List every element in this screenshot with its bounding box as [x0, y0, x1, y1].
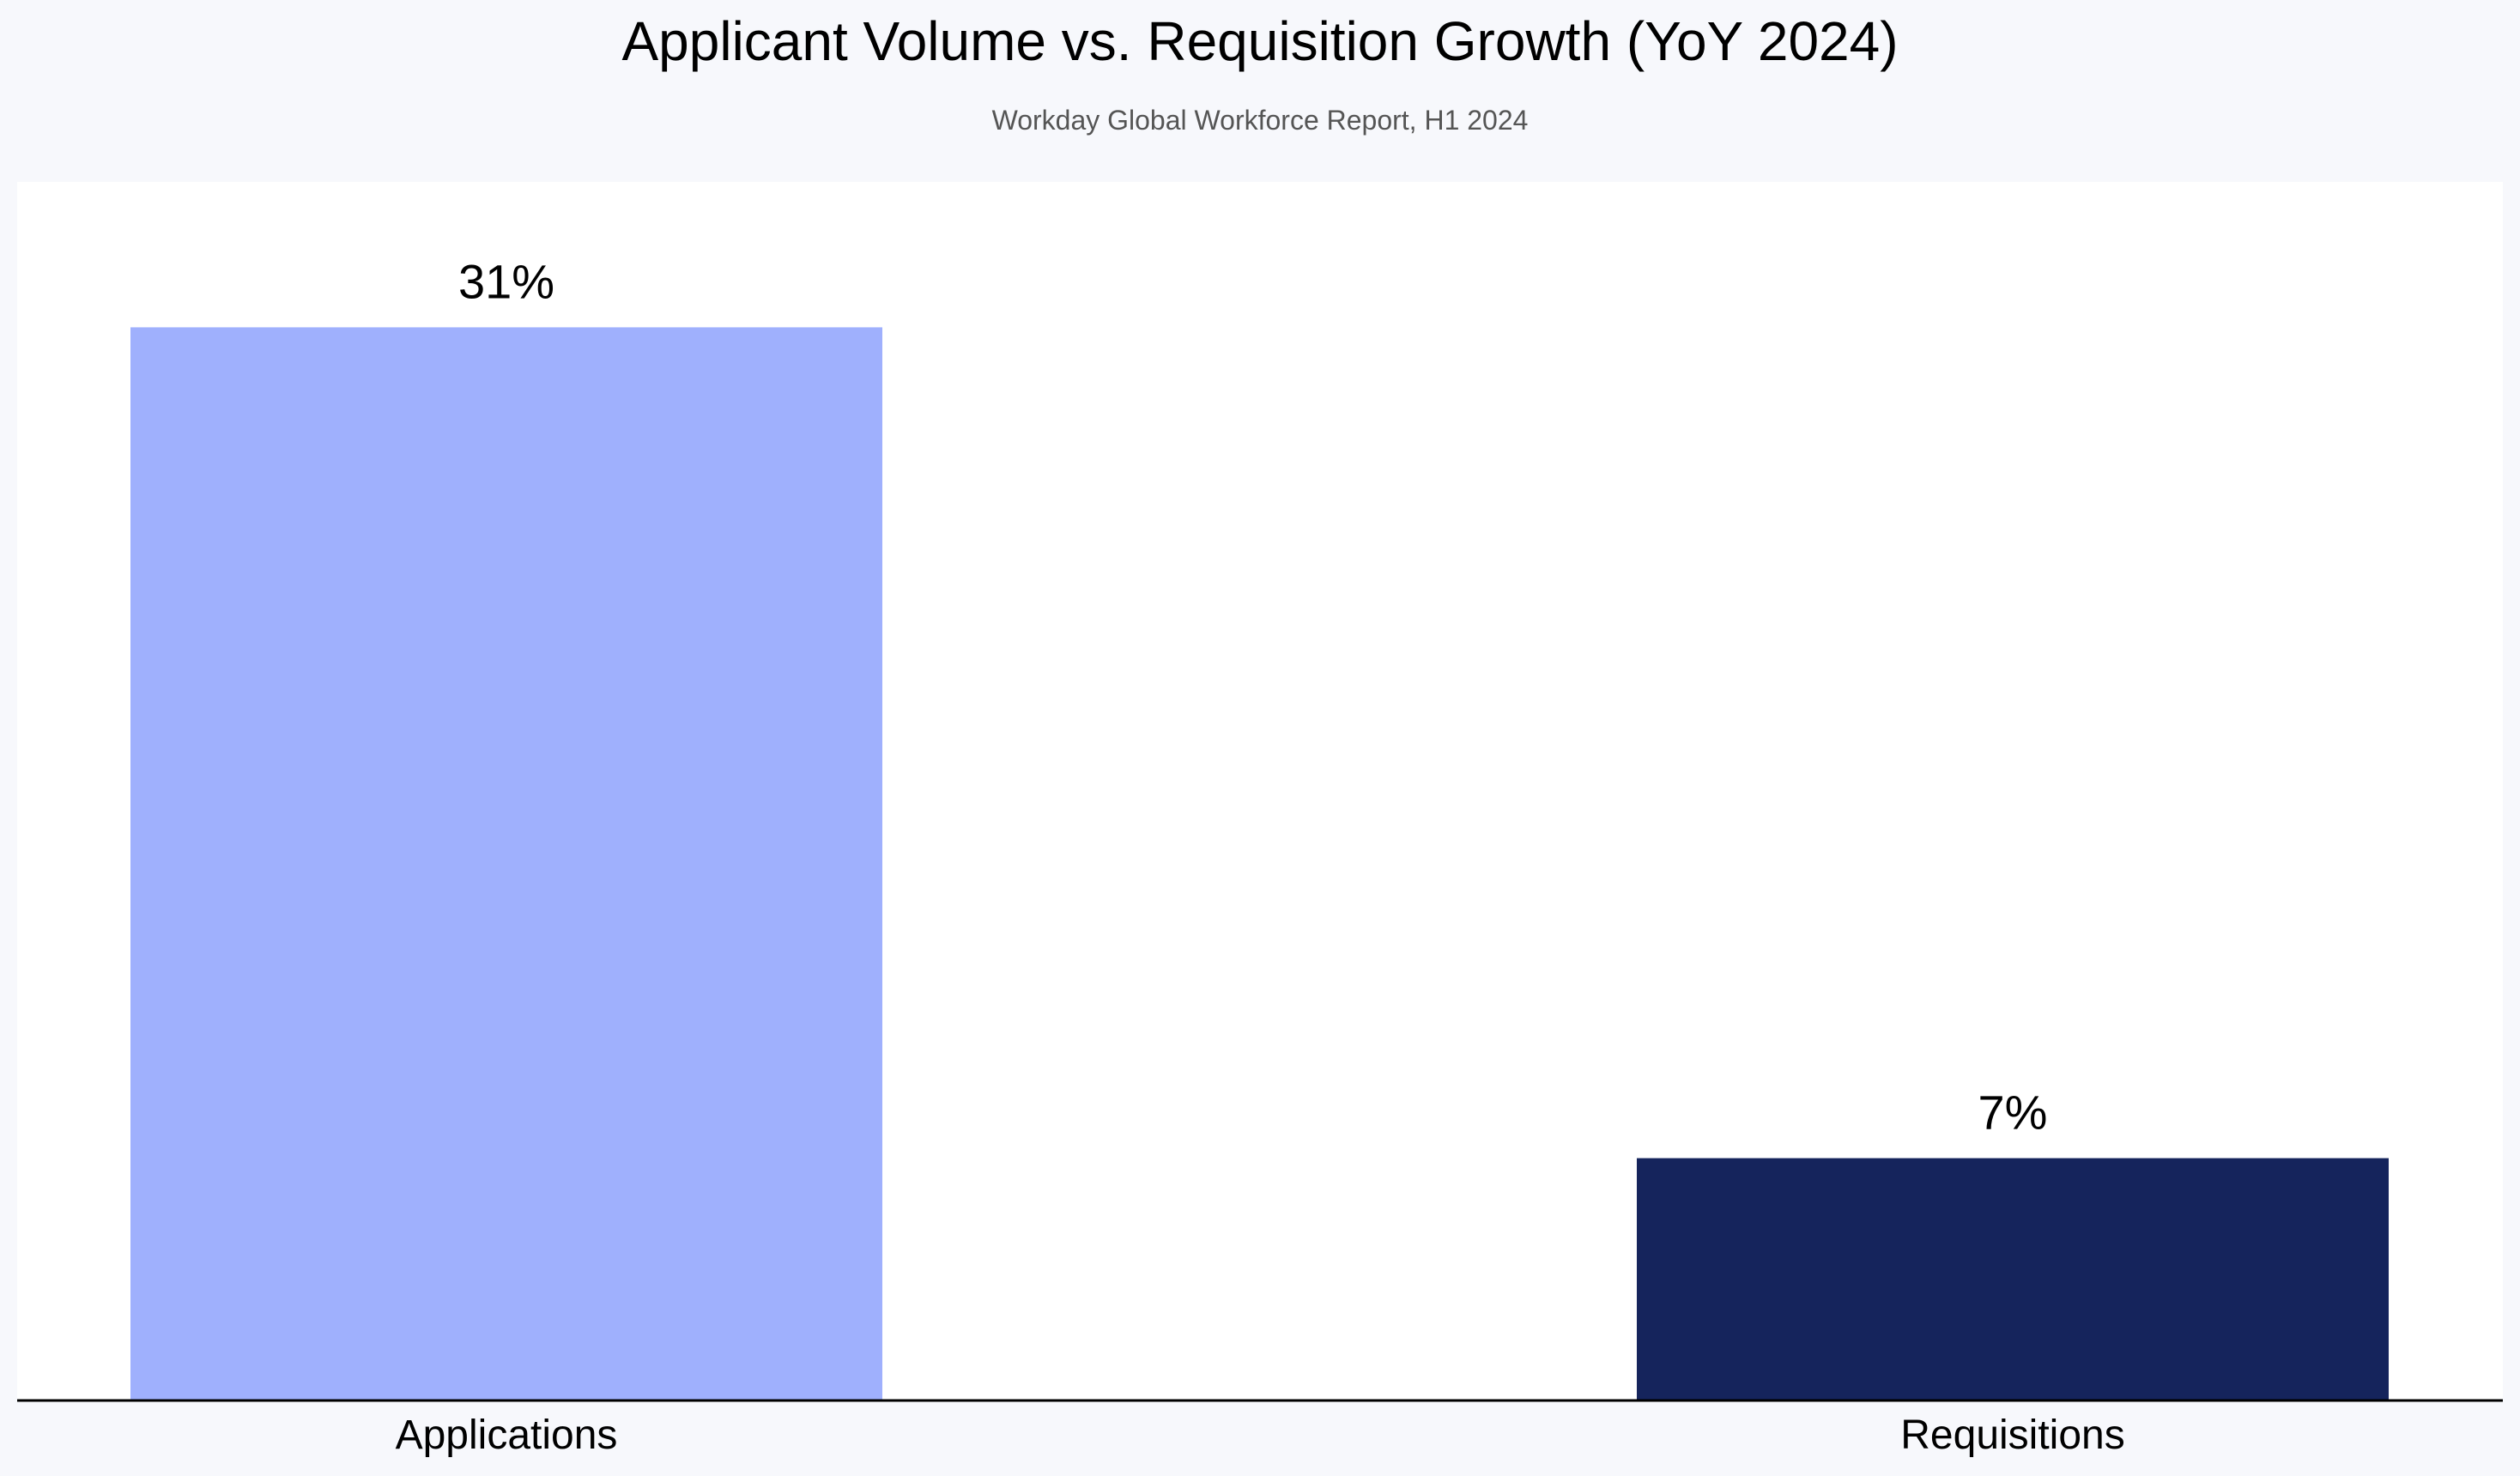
- bar-applications: [130, 327, 882, 1400]
- x-tick-label-applications: Applications: [396, 1412, 618, 1458]
- chart-subtitle: Workday Global Workforce Report, H1 2024: [991, 105, 1529, 136]
- bar-requisitions: [1637, 1158, 2389, 1400]
- bars-layer: [130, 327, 2389, 1400]
- data-label-applications: 31%: [458, 254, 554, 308]
- x-tick-label-requisitions: Requisitions: [1900, 1412, 2124, 1458]
- chart-title: Applicant Volume vs. Requisition Growth …: [621, 10, 1899, 72]
- x-axis-ticks: Applications Requisitions: [396, 1412, 2125, 1458]
- data-label-requisitions: 7%: [1978, 1086, 2048, 1140]
- labels-layer: 31% 7%: [458, 254, 2048, 1139]
